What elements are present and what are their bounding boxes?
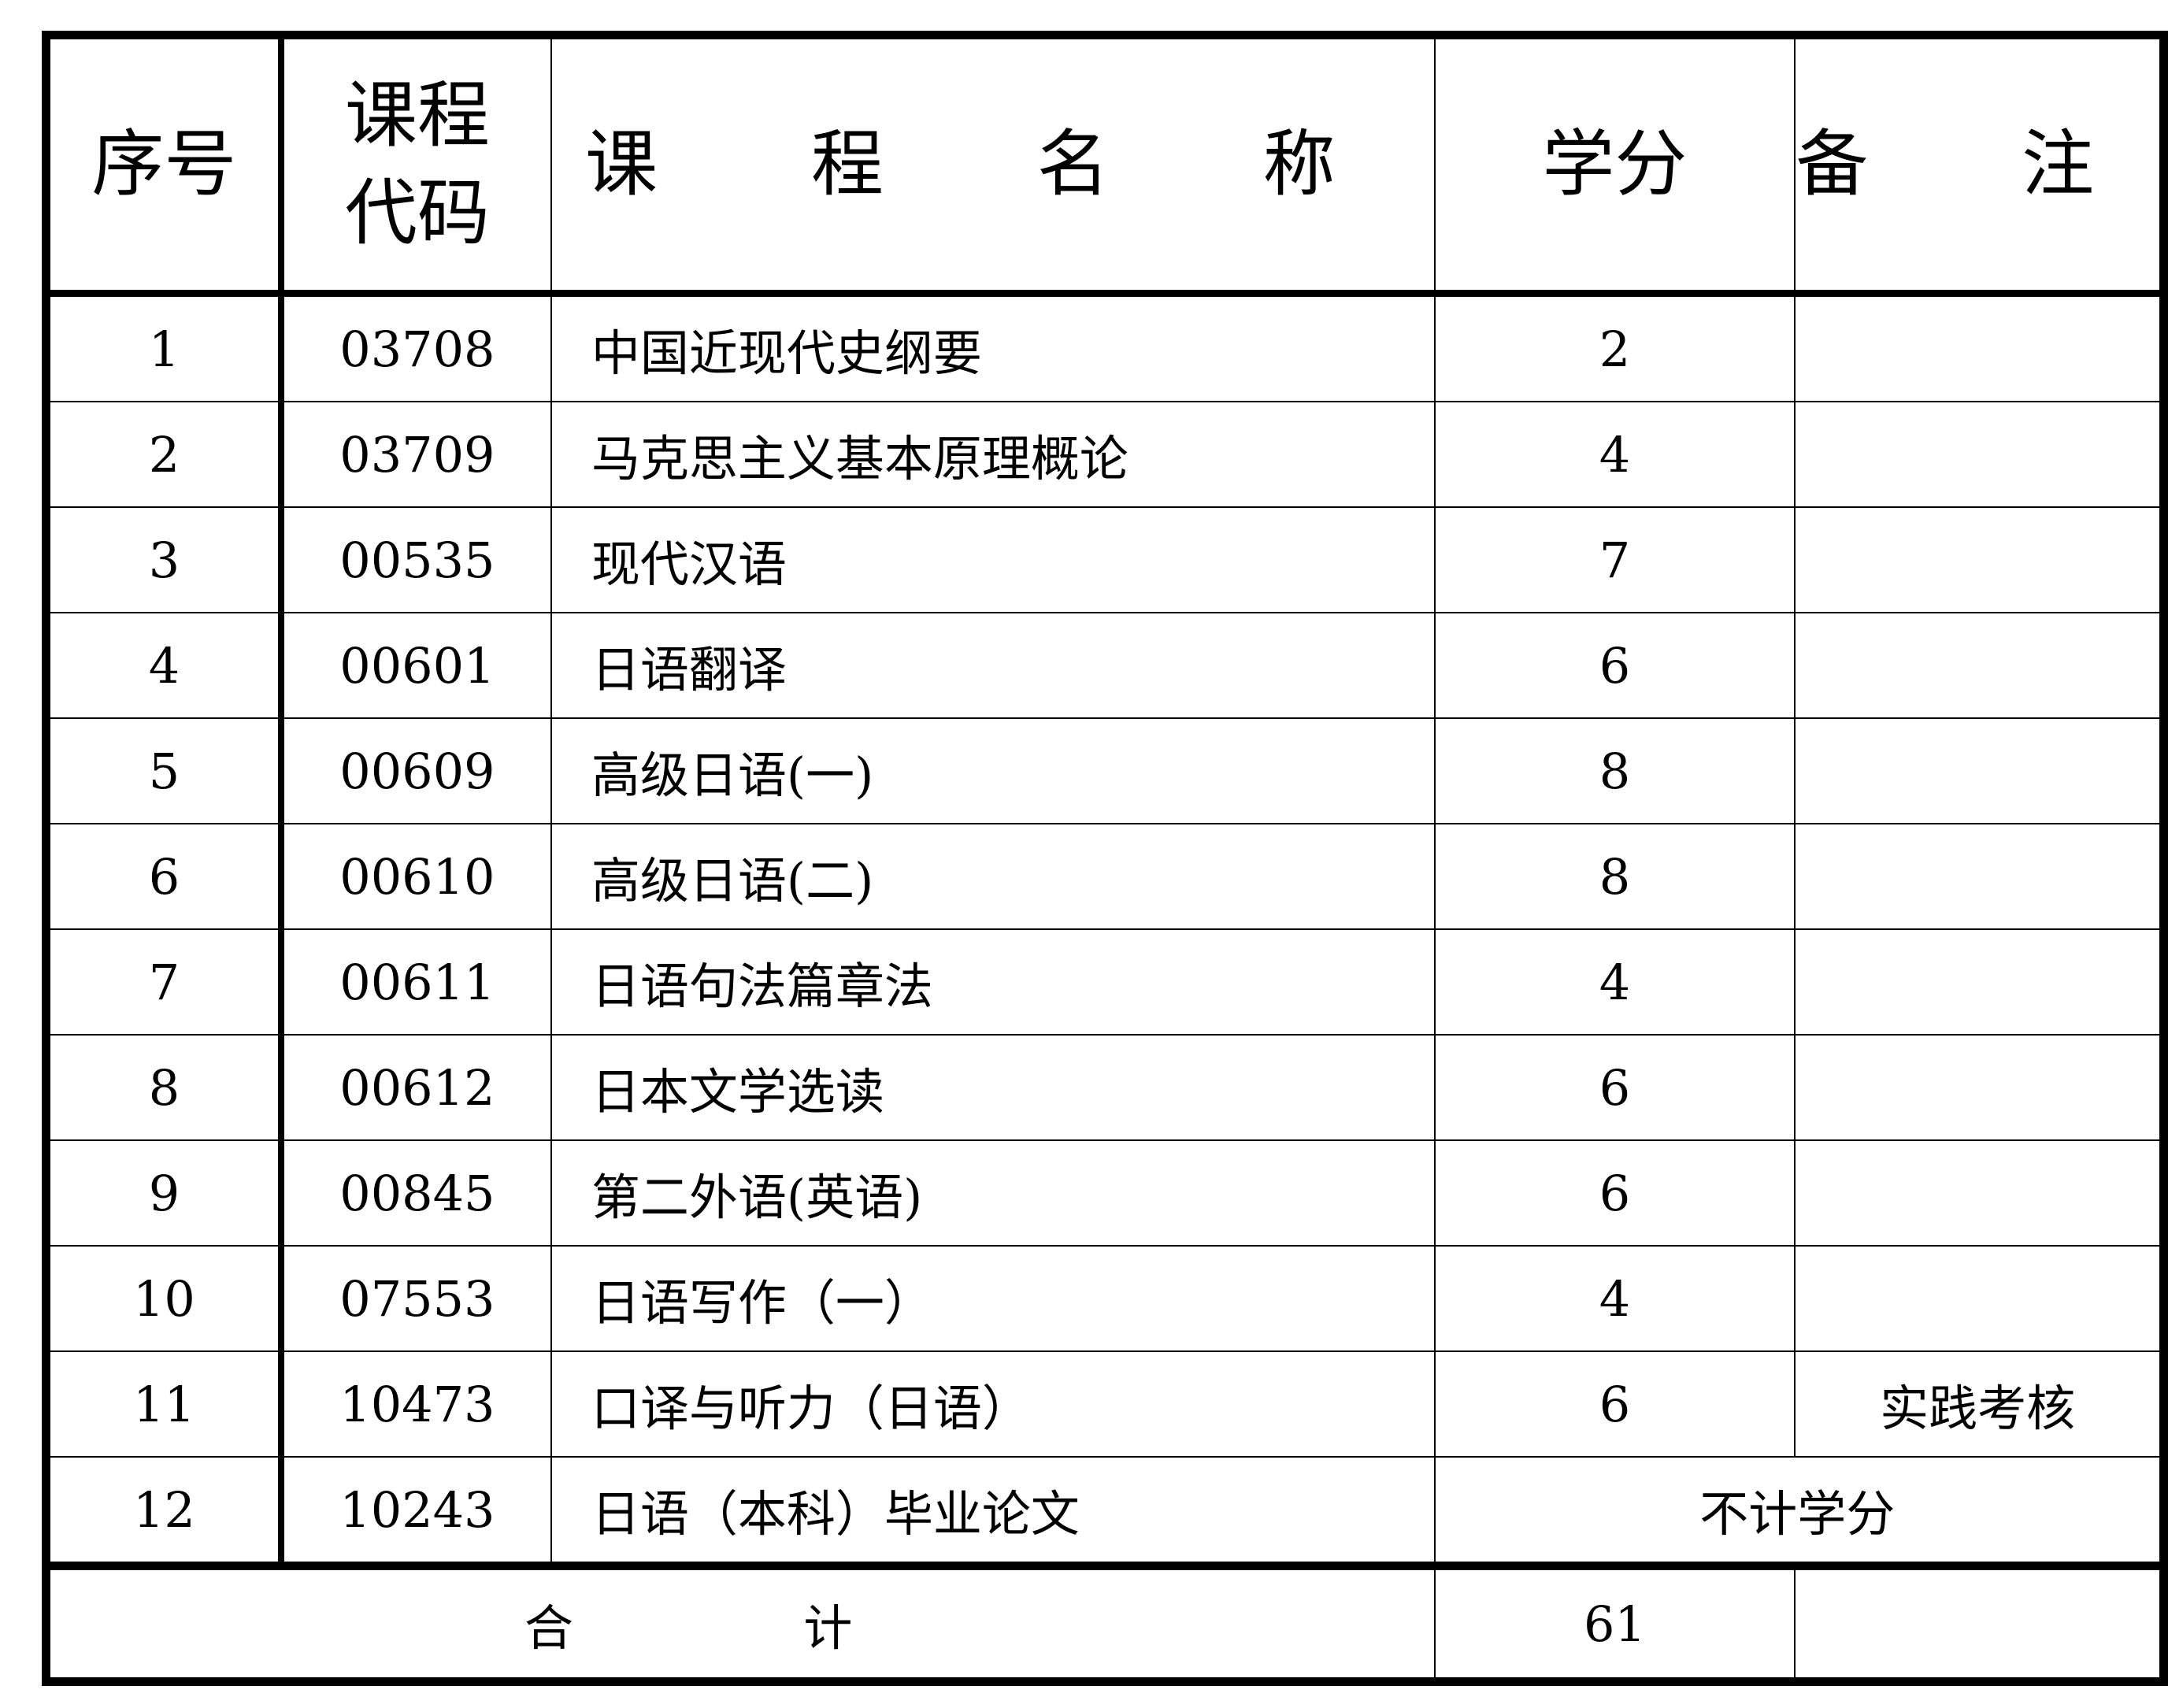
table-row: 9 00845 第二外语(英语) 6: [45, 1139, 2165, 1247]
total-label: 合 计: [45, 1562, 1436, 1683]
total-credits: 61: [1433, 1562, 1796, 1683]
row-remarks: [1794, 823, 2165, 930]
row-index: 5: [45, 717, 284, 824]
header-index: 序号: [45, 34, 284, 297]
total-row: 合 计 61: [45, 1562, 2165, 1683]
row-credits: 6: [1433, 1350, 1796, 1458]
row-remarks: [1794, 1245, 2165, 1352]
row-code: 00612: [280, 1034, 552, 1141]
header-code-line2: 代码: [344, 171, 490, 255]
row-code: 00535: [280, 506, 552, 613]
row-name: 日本文学选读: [550, 1034, 1436, 1141]
row-credits: 4: [1433, 401, 1796, 508]
row-remarks: [1794, 1139, 2165, 1247]
row-credits: 2: [1433, 292, 1796, 402]
row-index: 1: [45, 292, 284, 402]
row-code: 00609: [280, 717, 552, 824]
row-name: 口译与听力（日语）: [550, 1350, 1436, 1458]
row-credits: 4: [1433, 1245, 1796, 1352]
row-code: 10243: [280, 1456, 552, 1567]
row-name: 高级日语(二): [550, 823, 1436, 930]
row-name: 现代汉语: [550, 506, 1436, 613]
row-credits: 4: [1433, 928, 1796, 1036]
table-row: 11 10473 口译与听力（日语） 6 实践考核: [45, 1350, 2165, 1458]
row-name: 日语翻译: [550, 612, 1436, 719]
row-index: 6: [45, 823, 284, 930]
row-credits-merged: 不计学分: [1433, 1456, 2165, 1567]
header-row: 序号 课程代码 课 程 名 称 学分 备 注: [45, 34, 2165, 297]
row-index: 10: [45, 1245, 284, 1352]
row-name: 中国近现代史纲要: [550, 292, 1436, 402]
row-index: 11: [45, 1350, 284, 1458]
row-index: 12: [45, 1456, 284, 1567]
table-row: 3 00535 现代汉语 7: [45, 506, 2165, 613]
course-table: 序号 课程 代码 课 程 名 称 学分 备 注 1 03708 中国近现代史纲要 2 2 0…: [42, 31, 2168, 1686]
row-code: 00610: [280, 823, 552, 930]
row-remarks: [1794, 717, 2165, 824]
table-row: 6 00610 高级日语(二) 8: [45, 823, 2165, 930]
table-row: 2 03709 马克思主义基本原理概论 4: [45, 401, 2165, 508]
header-remarks: 备 注: [1794, 34, 2165, 297]
row-remarks: 实践考核: [1794, 1350, 2165, 1458]
row-remarks: [1794, 612, 2165, 719]
table-row: 1 03708 中国近现代史纲要 2: [45, 292, 2165, 402]
table-row: 4 00601 日语翻译 6: [45, 612, 2165, 719]
row-code: 00611: [280, 928, 552, 1036]
row-remarks: [1794, 292, 2165, 402]
row-credits: 6: [1433, 1034, 1796, 1141]
row-code: 07553: [280, 1245, 552, 1352]
row-remarks: [1794, 1034, 2165, 1141]
row-index: 2: [45, 401, 284, 508]
row-index: 3: [45, 506, 284, 613]
row-code: 00845: [280, 1139, 552, 1247]
header-name: 课 程 名 称: [550, 34, 1436, 297]
header-credits: 学分: [1433, 34, 1796, 297]
table-row: 7 00611 日语句法篇章法 4: [45, 928, 2165, 1036]
row-code: 03709: [280, 401, 552, 508]
row-name: 日语句法篇章法: [550, 928, 1436, 1036]
row-name: 日语（本科）毕业论文: [550, 1456, 1436, 1567]
header-code: 课程 代码: [280, 34, 552, 297]
row-remarks: [1794, 401, 2165, 508]
row-index: 7: [45, 928, 284, 1036]
row-credits: 7: [1433, 506, 1796, 613]
row-remarks: [1794, 928, 2165, 1036]
table-row: 5 00609 高级日语(一) 8: [45, 717, 2165, 824]
row-credits: 8: [1433, 717, 1796, 824]
row-code: 10473: [280, 1350, 552, 1458]
table-row: 12 10243 日语（本科）毕业论文 不计学分: [45, 1456, 2165, 1567]
total-remarks: [1794, 1562, 2165, 1683]
row-remarks: [1794, 506, 2165, 613]
row-credits: 6: [1433, 1139, 1796, 1247]
row-index: 8: [45, 1034, 284, 1141]
row-code: 00601: [280, 612, 552, 719]
row-index: 9: [45, 1139, 284, 1247]
row-name: 第二外语(英语): [550, 1139, 1436, 1247]
row-index: 4: [45, 612, 284, 719]
row-name: 日语写作（一）: [550, 1245, 1436, 1352]
row-code: 03708: [280, 292, 552, 402]
table-row: 8 00612 日本文学选读 6: [45, 1034, 2165, 1141]
row-credits: 6: [1433, 612, 1796, 719]
row-name: 高级日语(一): [550, 717, 1436, 824]
table-row: 10 07553 日语写作（一） 4: [45, 1245, 2165, 1352]
header-code-line1: 课程: [344, 72, 490, 157]
row-credits: 8: [1433, 823, 1796, 930]
row-name: 马克思主义基本原理概论: [550, 401, 1436, 508]
